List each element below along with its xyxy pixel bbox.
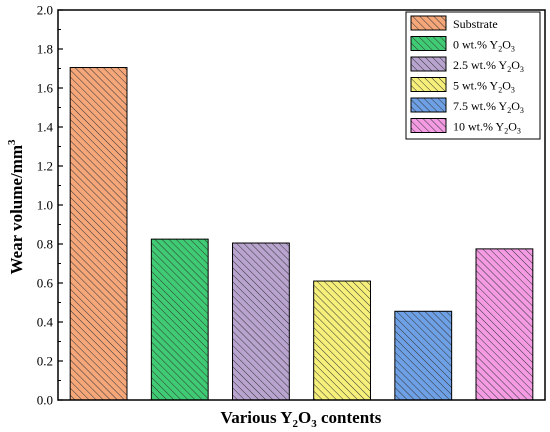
y-tick-label: 0.6: [37, 276, 54, 291]
legend-swatch: [410, 77, 447, 92]
legend-swatch: [410, 56, 447, 72]
y-tick-label: 2.0: [37, 3, 53, 18]
y-tick-label: 0.4: [37, 315, 54, 330]
y-axis: 0.0 0.2 0.4 0.6 0.8 1.0 1.2 1.4 1.6 1.8 2.0: [37, 3, 63, 408]
bar-3: [313, 280, 371, 401]
y-tick-label: 1.0: [37, 198, 53, 213]
bar-0: [69, 67, 128, 401]
legend-label: 10 wt.% Y2O3: [453, 120, 521, 136]
bar-1: [150, 238, 209, 401]
legend-label: 7.5 wt.% Y2O3: [453, 99, 524, 115]
bars-group: [69, 67, 534, 401]
y-tick-label: 0.0: [37, 393, 53, 408]
y-axis-title: Wear volume/mm3: [6, 139, 26, 275]
legend-label: 5 wt.% Y2O3: [453, 79, 515, 95]
legend-label: 2.5 wt.% Y2O3: [453, 58, 524, 74]
y-tick-label: 1.6: [37, 81, 54, 96]
y-tick-label: 1.8: [37, 42, 53, 57]
legend-label: Substrate: [453, 17, 498, 31]
x-axis-title: Various Y2O3 contents: [221, 408, 382, 430]
legend-label: 0 wt.% Y2O3: [453, 38, 515, 54]
bar-5: [475, 248, 534, 401]
y-tick-label: 1.2: [37, 159, 53, 174]
legend-swatch: [410, 36, 447, 51]
bar-2: [232, 242, 290, 401]
legend-swatch: [410, 15, 447, 31]
y-tick-label: 0.2: [37, 354, 53, 369]
y-tick-label: 0.8: [37, 237, 53, 252]
legend-box: [405, 11, 541, 140]
legend-swatch: [410, 97, 447, 113]
y-tick-label: 1.4: [37, 120, 54, 135]
legend: Substrate 0 wt.% Y2O3 2.5 wt.% Y2O3 5 wt.% …: [405, 11, 541, 140]
legend-swatch: [410, 118, 447, 133]
bar-4: [394, 310, 453, 401]
